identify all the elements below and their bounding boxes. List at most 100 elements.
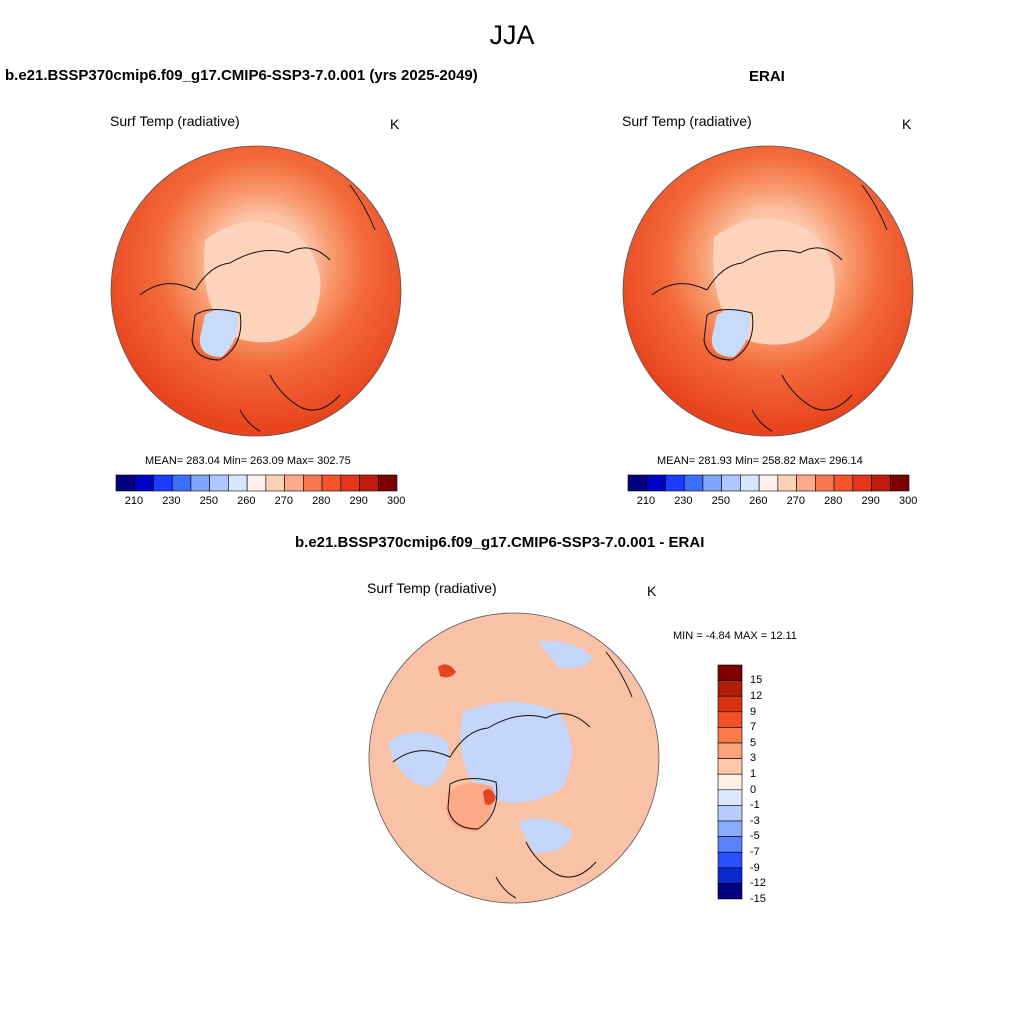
colorbar-tick-label: 210 (124, 495, 144, 507)
colorbar-tick-label: 300 (899, 495, 918, 507)
colorbar-tick-label: 230 (162, 495, 181, 507)
colorbar-swatch (265, 474, 285, 492)
colorbar-swatch (852, 474, 872, 492)
colorbar-swatch (683, 474, 704, 492)
colorbar-swatch (717, 851, 743, 869)
colorbar-swatch (115, 474, 136, 492)
colorbar-swatch (377, 474, 398, 492)
variable-label-diff: Surf Temp (radiative) (367, 580, 497, 596)
colorbar-swatch (717, 711, 743, 728)
colorbar-tick-label: 270 (274, 495, 293, 507)
stats-erai: MEAN= 281.93 Min= 258.82 Max= 296.14 (657, 455, 863, 467)
units-label-erai: K (902, 116, 912, 132)
colorbar-swatch (646, 474, 666, 492)
colorbar-swatch (717, 773, 743, 791)
colorbar-tick-label: 15 (750, 674, 763, 687)
colorbar-tick-label: 12 (750, 689, 763, 702)
colorbar-swatch (665, 474, 685, 492)
colorbar-swatch (717, 867, 743, 884)
colorbar-swatch (717, 805, 743, 822)
colorbar-tick-label: -5 (750, 830, 760, 843)
units-label-diff: K (647, 583, 657, 599)
colorbar-swatch (627, 474, 648, 492)
colorbar-swatch (777, 474, 797, 492)
colorbar-swatch (284, 474, 304, 492)
colorbar-tick-label: 5 (750, 736, 757, 749)
colorbar-tick-label: -1 (750, 799, 760, 812)
colorbar-tick-label: 290 (349, 495, 368, 507)
colorbar-tick-label: 9 (750, 705, 757, 718)
colorbar-tick-label: 250 (711, 495, 731, 507)
colorbar-tick-label: 230 (674, 495, 693, 507)
colorbar-tick-label: 7 (750, 721, 757, 734)
greenland-ice (711, 309, 751, 357)
colorbar-swatch (721, 474, 741, 492)
colorbar-swatch (228, 474, 248, 492)
colorbar-tick-label: -15 (750, 892, 766, 905)
colorbar-swatch (717, 727, 743, 744)
colorbar-swatch (758, 474, 779, 492)
colorbar-swatch (889, 474, 910, 492)
colorbar-swatch (815, 474, 835, 492)
polar-map-model (110, 145, 402, 437)
colorbar-swatch (717, 695, 743, 713)
colorbar-tick-label: 280 (312, 495, 331, 507)
figure-title: JJA (489, 20, 535, 50)
negative-anomaly-south (518, 818, 573, 853)
colorbar-swatch (717, 664, 743, 681)
colorbar-abs-model (115, 474, 398, 492)
colorbar-tick-label: 3 (750, 752, 757, 765)
colorbar-tick-label: 270 (786, 495, 805, 507)
panel-title-diff: b.e21.BSSP370cmip6.f09_g17.CMIP6-SSP3-7.… (295, 534, 705, 551)
colorbar-tick-label: 0 (750, 783, 757, 796)
colorbar-tick-label: 260 (749, 495, 768, 507)
colorbar-swatch (717, 758, 743, 775)
colorbar-swatch (209, 474, 229, 492)
greenland-ice (199, 309, 239, 357)
colorbar-swatch (702, 474, 722, 492)
greenland-anomaly (446, 783, 494, 832)
colorbar-tick-label: 250 (199, 495, 219, 507)
colorbar-swatch (717, 836, 743, 853)
colorbar-swatch (717, 680, 743, 697)
variable-label-erai: Surf Temp (radiative) (622, 113, 752, 129)
colorbar-tick-label: -9 (750, 861, 760, 874)
colorbar-swatch (340, 474, 360, 492)
colorbar-swatch (717, 820, 743, 837)
colorbar-tick-label: -7 (750, 845, 760, 858)
colorbar-swatch (303, 474, 323, 492)
strong-positive-spot (483, 788, 496, 805)
colorbar-tick-label: 300 (387, 495, 406, 507)
colorbar-tick-label: 280 (824, 495, 843, 507)
units-label-model: K (390, 116, 400, 132)
coastline (392, 651, 633, 899)
colorbar-tick-label: 260 (237, 495, 256, 507)
colorbar-swatch (740, 474, 760, 492)
colorbar-swatch (717, 883, 743, 900)
coastline (651, 184, 888, 432)
colorbar-abs-erai (627, 474, 910, 492)
panel-title-model: b.e21.BSSP370cmip6.f09_g17.CMIP6-SSP3-7.… (5, 67, 478, 84)
colorbar-swatch (833, 474, 854, 492)
polar-map-erai (622, 145, 914, 437)
colorbar-swatch (153, 474, 173, 492)
colorbar-tick-label: 290 (861, 495, 880, 507)
stats-model: MEAN= 283.04 Min= 263.09 Max= 302.75 (145, 455, 351, 467)
colorbar-tick-label: 210 (636, 495, 656, 507)
colorbar-tick-label: 1 (750, 767, 757, 780)
negative-anomaly-arctic (460, 702, 572, 803)
colorbar-tick-label: -12 (750, 877, 766, 890)
polar-map-diff (368, 612, 660, 904)
negative-anomaly-west (388, 732, 449, 787)
coastline (139, 184, 376, 432)
strong-positive-spot-north (438, 664, 456, 678)
colorbar-swatch (321, 474, 342, 492)
negative-anomaly-northeast (538, 641, 593, 669)
variable-label-model: Surf Temp (radiative) (110, 113, 240, 129)
panel-title-erai: ERAI (749, 68, 785, 85)
colorbar-swatch (359, 474, 379, 492)
colorbar-swatch (246, 474, 267, 492)
colorbar-swatch (171, 474, 192, 492)
colorbar-swatch (871, 474, 891, 492)
colorbar-tick-label: -3 (750, 814, 760, 827)
